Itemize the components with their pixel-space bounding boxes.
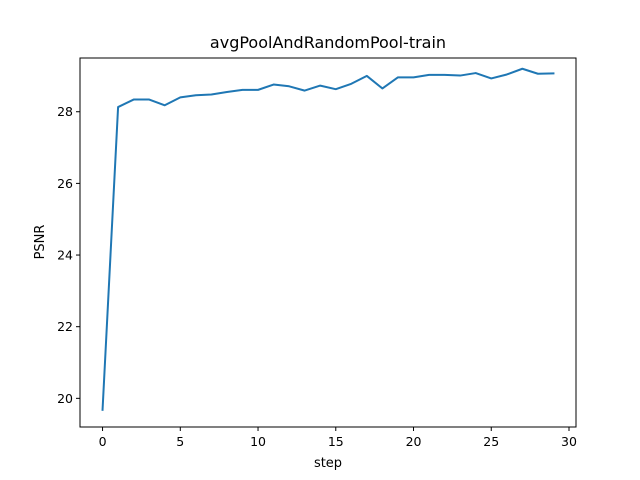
chart-title: avgPoolAndRandomPool-train xyxy=(210,33,446,52)
x-axis: 0 5 10 15 20 25 30 xyxy=(99,427,577,449)
x-tick-label: 20 xyxy=(406,434,422,449)
y-tick-label: 22 xyxy=(57,319,73,334)
x-tick-label: 15 xyxy=(328,434,344,449)
y-axis-label: PSNR xyxy=(33,225,48,260)
y-tick-label: 24 xyxy=(57,248,73,263)
axes-frame xyxy=(79,57,577,428)
x-tick-label: 0 xyxy=(99,434,107,449)
x-tick-label: 25 xyxy=(483,434,499,449)
x-tick-label: 30 xyxy=(561,434,577,449)
y-tick-label: 28 xyxy=(57,104,73,119)
y-axis: 20 22 24 26 28 xyxy=(57,104,80,406)
y-tick-label: 20 xyxy=(57,391,73,406)
plot-area xyxy=(101,67,555,411)
x-tick-label: 5 xyxy=(176,434,184,449)
x-axis-label: step xyxy=(314,456,342,471)
y-tick-label: 26 xyxy=(57,176,73,191)
x-tick-label: 10 xyxy=(250,434,266,449)
series-line-0 xyxy=(101,67,555,411)
